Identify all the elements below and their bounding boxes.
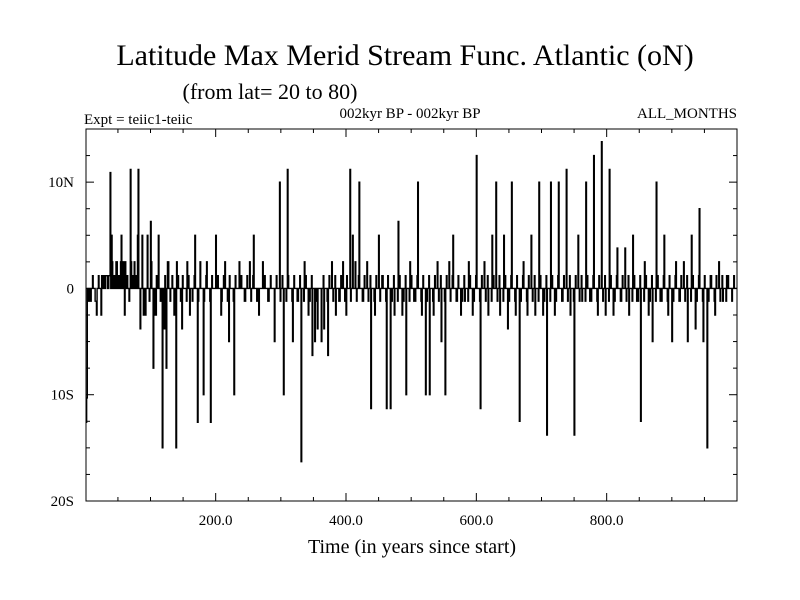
x-axis-title: Time (in years since start) [308, 536, 516, 558]
y-tick-label: 10S [51, 388, 74, 404]
experiment-label: Expt = teiic1-teiic [84, 112, 193, 128]
x-tick-label: 600.0 [459, 513, 493, 529]
season-label: ALL_MONTHS [637, 106, 737, 122]
y-tick-label: 20S [51, 494, 74, 510]
series-line [85, 141, 737, 463]
period-label: 002kyr BP - 002kyr BP [339, 106, 480, 122]
chart-title: Latitude Max Merid Stream Func. Atlantic… [116, 39, 693, 72]
y-tick-label: 10N [48, 175, 74, 191]
x-axis: 200.0 400.0 600.0 800.0 [117, 129, 705, 529]
x-tick-label: 800.0 [590, 513, 624, 529]
y-axis: 10N 0 10S 20S [48, 128, 737, 510]
x-tick-label: 400.0 [329, 513, 363, 529]
y-tick-label: 0 [67, 281, 75, 297]
x-tick-label: 200.0 [199, 513, 233, 529]
chart-subtitle: (from lat= 20 to 80) [183, 79, 358, 104]
plot-frame [85, 128, 738, 502]
